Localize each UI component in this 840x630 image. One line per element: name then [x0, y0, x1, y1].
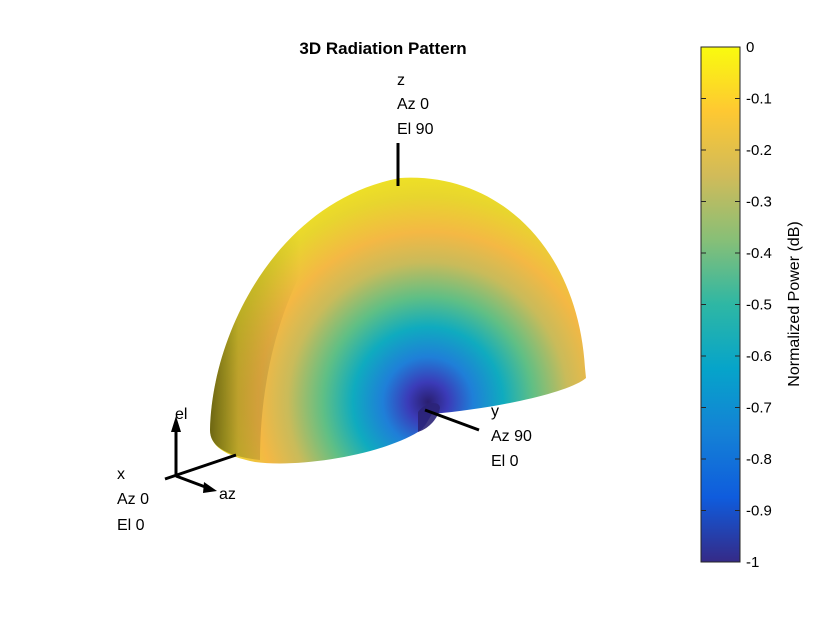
chart-title: 3D Radiation Pattern	[299, 39, 466, 58]
colorbar-tick-label: -0.2	[746, 142, 772, 159]
z-label: z	[397, 72, 405, 89]
colorbar-tick-label: -0.4	[746, 245, 772, 262]
colorbar-tick-label: -0.9	[746, 503, 772, 520]
az-arrow	[175, 474, 209, 490]
colorbar	[700, 46, 741, 563]
y-el-label: El 0	[491, 453, 519, 470]
az-label: az	[219, 486, 236, 503]
null-notch	[418, 403, 440, 432]
y-az-label: Az 90	[491, 428, 532, 445]
colorbar-label: Normalized Power (dB)	[786, 221, 803, 386]
el-arrowhead-icon	[171, 416, 181, 432]
el-label: el	[175, 406, 187, 423]
colorbar-tick-label: -0.8	[746, 451, 772, 468]
surface-shading	[210, 178, 400, 460]
x-label: x	[117, 466, 125, 483]
z-az-label: Az 0	[397, 96, 429, 113]
colorbar-tick-label: -1	[746, 554, 759, 571]
colorbar-tick-label: 0	[746, 39, 754, 56]
az-arrowhead-icon	[203, 482, 217, 493]
colorbar-tick-label: -0.5	[746, 297, 772, 314]
y-axis-line	[424, 408, 480, 432]
x-az-label: Az 0	[117, 491, 149, 508]
colorbar-tick-label: -0.1	[746, 91, 772, 108]
colorbar-tick-label: -0.7	[746, 400, 772, 417]
colorbar-ticks: 0 -0.1 -0.2 -0.3 -0.4 -0.5 -0.6 -0.7 -0.8 -0.9 -1	[701, 39, 772, 571]
x-el-label: El 0	[117, 517, 145, 534]
y-label: y	[491, 403, 499, 420]
colorbar-tick-label: -0.6	[746, 348, 772, 365]
z-el-label: El 90	[397, 121, 434, 138]
colorbar-tick-label: -0.3	[746, 194, 772, 211]
